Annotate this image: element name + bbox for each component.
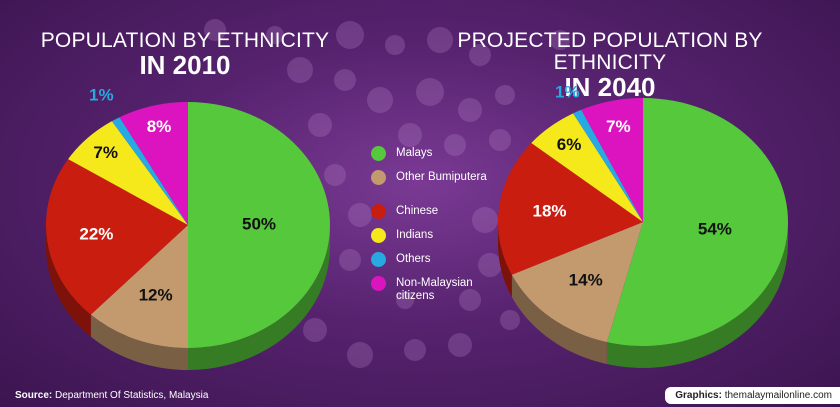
pie-slice-indians bbox=[531, 113, 643, 222]
legend-item-indians: Indians bbox=[371, 226, 511, 246]
legend-swatch bbox=[371, 228, 386, 243]
background-dot bbox=[500, 310, 520, 330]
background-dot bbox=[416, 78, 444, 106]
background-dot bbox=[334, 69, 356, 91]
legend-swatch bbox=[371, 146, 386, 161]
legend-swatch bbox=[371, 252, 386, 267]
chart-title-line: POPULATION BY ETHNICITY bbox=[40, 29, 330, 52]
background-dot bbox=[495, 85, 515, 105]
legend-swatch bbox=[371, 204, 386, 219]
legend: Malays Other Bumiputera Chinese Indians … bbox=[371, 144, 511, 308]
chart-title-2010: POPULATION BY ETHNICITY IN 2010 bbox=[20, 29, 350, 81]
pie-slice-malays bbox=[606, 98, 789, 346]
pie-slice-other_bumiputera bbox=[511, 222, 643, 343]
background-dot bbox=[308, 113, 332, 137]
pie-label-other_bumiputera: 12% bbox=[139, 285, 173, 304]
pie-label-indians: 6% bbox=[557, 135, 582, 154]
pie-label-chinese: 18% bbox=[532, 201, 566, 220]
pie-side-other_bumiputera bbox=[90, 314, 188, 370]
legend-label: Malays bbox=[396, 147, 433, 159]
pie-label-malays: 54% bbox=[698, 219, 732, 238]
pie-slice-indians bbox=[68, 121, 188, 225]
background-dot bbox=[398, 123, 422, 147]
chart-title-2040: PROJECTED POPULATION BY ETHNICITY IN 204… bbox=[400, 29, 820, 103]
background-dot bbox=[472, 207, 498, 233]
graphics-text: themalaymailonline.com bbox=[724, 390, 832, 401]
legend-label: Other Bumiputera bbox=[396, 171, 487, 183]
pie-label-non_malaysian: 7% bbox=[606, 117, 631, 136]
background-dot bbox=[367, 87, 393, 113]
background-dot bbox=[385, 35, 405, 55]
background-dot bbox=[336, 21, 364, 49]
background-dot bbox=[427, 27, 453, 53]
background-dot bbox=[339, 249, 361, 271]
pie-label-others: 1% bbox=[555, 82, 580, 101]
graphics-credit: Graphics: themalaymailonline.com bbox=[665, 387, 840, 404]
legend-label: Others bbox=[396, 253, 431, 265]
background-dot bbox=[469, 44, 491, 66]
background-dot bbox=[550, 30, 570, 50]
pie-side-band bbox=[46, 225, 330, 370]
pie-label-other_bumiputera: 14% bbox=[569, 271, 603, 290]
background-dot bbox=[348, 203, 372, 227]
background-dot bbox=[404, 339, 426, 361]
background-dot bbox=[204, 19, 226, 41]
chart-subtitle-line: IN 2040 bbox=[564, 72, 656, 103]
background-dot bbox=[303, 318, 327, 342]
pie-label-non_malaysian: 8% bbox=[147, 117, 172, 136]
chart-subtitle-line: IN 2010 bbox=[139, 50, 231, 81]
graphics-label: Graphics: bbox=[675, 390, 722, 401]
pie-slice-non_malaysian bbox=[581, 98, 643, 222]
pie-slice-non_malaysian bbox=[119, 102, 188, 225]
chart-title-line: PROJECTED POPULATION BY ETHNICITY bbox=[457, 29, 763, 75]
legend-label: Non-Malaysian citizens bbox=[396, 277, 473, 303]
background-dot bbox=[266, 26, 284, 44]
pie-slice-other_bumiputera bbox=[90, 225, 188, 348]
background-dot bbox=[448, 333, 472, 357]
pie-side-malays bbox=[188, 225, 330, 370]
pie-slice-malays bbox=[188, 102, 330, 348]
background-dot bbox=[478, 253, 502, 277]
background-dot bbox=[444, 134, 466, 156]
pie-side-malays bbox=[606, 222, 788, 368]
background-dot bbox=[324, 164, 346, 186]
source-text: Department Of Statistics, Malaysia bbox=[55, 390, 209, 401]
legend-swatch bbox=[371, 276, 386, 291]
pie-label-malays: 50% bbox=[242, 214, 276, 233]
legend-label: Indians bbox=[396, 229, 434, 241]
pie-label-indians: 7% bbox=[93, 143, 118, 162]
pie-slice-chinese bbox=[498, 142, 643, 275]
footer: Source: Department Of Statistics, Malays… bbox=[0, 382, 840, 407]
background-dot bbox=[287, 57, 313, 83]
source-credit: Source: Department Of Statistics, Malays… bbox=[15, 390, 208, 401]
background-dot bbox=[347, 342, 373, 368]
pie-side-band bbox=[498, 222, 788, 368]
background-dot bbox=[489, 129, 511, 151]
pie-side-chinese bbox=[46, 225, 91, 337]
pie-slice-chinese bbox=[46, 159, 188, 315]
legend-item-malays: Malays bbox=[371, 144, 511, 164]
pie-slice-others bbox=[573, 109, 643, 222]
legend-item-chinese: Chinese bbox=[371, 202, 511, 222]
source-label: Source: bbox=[15, 390, 53, 401]
legend-swatch bbox=[371, 170, 386, 185]
background-dot bbox=[458, 98, 482, 122]
background-dot bbox=[459, 289, 481, 311]
legend-label: Chinese bbox=[396, 205, 439, 217]
pie-label-others: 1% bbox=[89, 85, 114, 104]
pie-slice-others bbox=[111, 117, 188, 225]
legend-item-non-malaysian: Non-Malaysian citizens bbox=[371, 274, 511, 304]
pie-label-chinese: 22% bbox=[79, 224, 113, 243]
pie-side-chinese bbox=[498, 222, 512, 297]
legend-item-others: Others bbox=[371, 250, 511, 270]
legend-item-other-bumiputera: Other Bumiputera bbox=[371, 168, 511, 198]
background-dot bbox=[396, 291, 414, 309]
pie-side-other_bumiputera bbox=[511, 274, 607, 365]
